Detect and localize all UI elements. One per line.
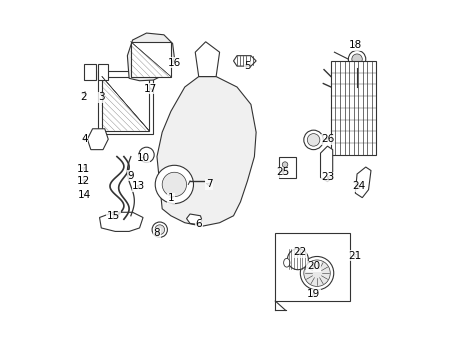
- Bar: [279, 157, 296, 178]
- Text: 21: 21: [349, 251, 362, 261]
- Circle shape: [139, 147, 154, 163]
- Circle shape: [155, 165, 193, 204]
- Text: 18: 18: [349, 40, 362, 50]
- Bar: [331, 61, 376, 155]
- Text: 16: 16: [168, 58, 181, 68]
- Text: 19: 19: [307, 289, 320, 299]
- Circle shape: [301, 256, 334, 290]
- Circle shape: [152, 222, 167, 237]
- Text: 26: 26: [321, 134, 335, 144]
- Polygon shape: [157, 77, 256, 226]
- FancyBboxPatch shape: [98, 71, 154, 134]
- Circle shape: [307, 134, 320, 146]
- Text: 14: 14: [78, 190, 91, 200]
- Text: 23: 23: [321, 173, 335, 182]
- Circle shape: [352, 54, 362, 64]
- Text: 9: 9: [128, 171, 134, 181]
- Bar: [84, 64, 96, 80]
- Polygon shape: [128, 33, 174, 81]
- Circle shape: [162, 172, 187, 197]
- Circle shape: [155, 225, 164, 235]
- Circle shape: [287, 249, 309, 270]
- Polygon shape: [187, 214, 202, 224]
- Circle shape: [304, 260, 330, 286]
- Text: 1: 1: [168, 193, 174, 203]
- FancyBboxPatch shape: [102, 77, 149, 130]
- Text: 7: 7: [206, 180, 212, 189]
- Circle shape: [348, 50, 366, 68]
- Text: 15: 15: [107, 211, 120, 221]
- Polygon shape: [195, 42, 219, 77]
- Text: 24: 24: [352, 181, 365, 191]
- Text: 13: 13: [132, 181, 146, 191]
- Text: 5: 5: [244, 61, 251, 71]
- Text: 12: 12: [77, 176, 90, 186]
- Circle shape: [282, 169, 288, 174]
- FancyBboxPatch shape: [131, 42, 171, 77]
- Polygon shape: [356, 167, 371, 198]
- Text: 22: 22: [293, 247, 306, 257]
- Polygon shape: [320, 146, 333, 182]
- Text: 11: 11: [77, 164, 90, 174]
- Text: 8: 8: [154, 228, 160, 238]
- Polygon shape: [100, 212, 143, 231]
- Text: 6: 6: [195, 220, 202, 229]
- Text: 2: 2: [80, 93, 86, 102]
- Text: 3: 3: [98, 93, 105, 102]
- Bar: [275, 233, 350, 301]
- Text: 17: 17: [144, 84, 157, 94]
- Text: 25: 25: [276, 167, 290, 177]
- Text: 10: 10: [137, 153, 150, 163]
- Circle shape: [304, 130, 323, 150]
- Bar: [98, 64, 108, 80]
- Polygon shape: [234, 56, 256, 66]
- Polygon shape: [87, 129, 108, 150]
- Text: 20: 20: [307, 261, 320, 271]
- Ellipse shape: [283, 258, 290, 267]
- Text: 4: 4: [81, 134, 88, 144]
- Circle shape: [282, 162, 288, 167]
